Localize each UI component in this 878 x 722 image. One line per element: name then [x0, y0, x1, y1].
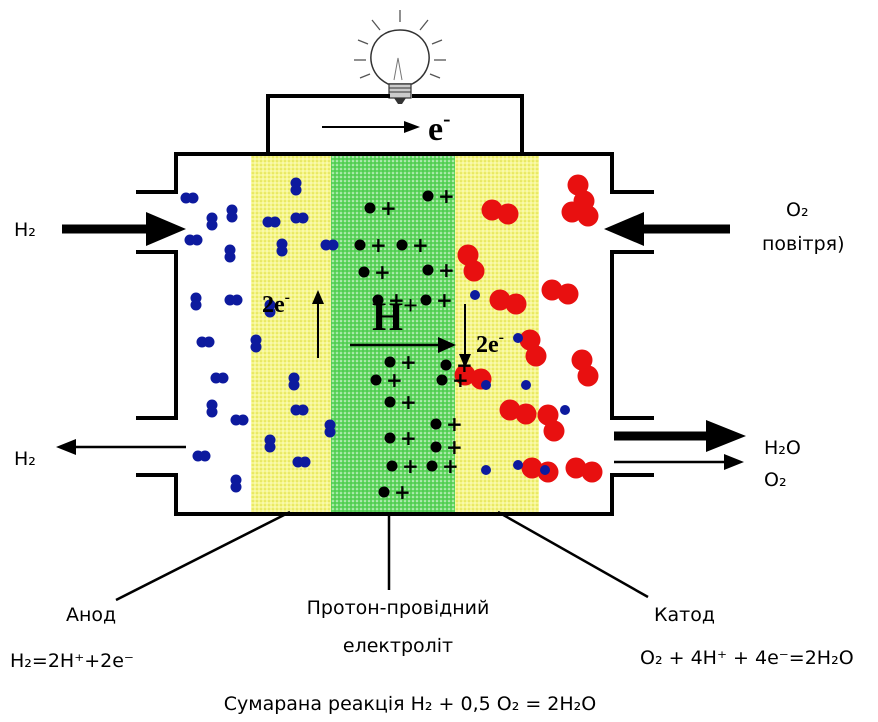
hydrogen-atom: [270, 217, 281, 228]
hydrogen-atom: [277, 246, 288, 257]
ion-dot: [371, 375, 382, 386]
plus-sign-icon: +: [442, 454, 459, 478]
hydrogen-atom: [191, 300, 202, 311]
hydrogen-atom: [298, 213, 309, 224]
hydrogen-atom: [238, 415, 249, 426]
electrolyte-label-1: Протон-провідний: [307, 597, 490, 619]
anode-label: Анод: [66, 604, 116, 626]
oxygen-atom: [558, 284, 579, 305]
hydrogen-atom: [265, 442, 276, 453]
hydrogen-atom: [298, 405, 309, 416]
plus-sign-icon: +: [380, 196, 397, 220]
cathode-reaction: O₂ + 4H⁺ + 4e⁻=2H₂O: [640, 647, 854, 669]
hydrogen-in-label: H₂: [14, 219, 36, 241]
ion-dot: [385, 433, 396, 444]
oxygen-atom: [498, 204, 519, 225]
hydrogen-atom: [192, 235, 203, 246]
oxygen-atom: [516, 404, 537, 425]
hydrogen-atom: [251, 342, 262, 353]
hydrogen-atom: [204, 337, 215, 348]
oxygen-outlet-arrow: [614, 454, 744, 470]
hydrogen-atom: [207, 220, 218, 231]
lightbulb-icon: [354, 10, 446, 104]
hydrogen-atom: [325, 427, 336, 438]
ion-dot: [427, 461, 438, 472]
oxygen-atom: [544, 421, 565, 442]
plus-sign-icon: +: [400, 390, 417, 414]
hydrogen-atom: [227, 212, 238, 223]
hydrogen-atom: [540, 465, 550, 475]
hydrogen-atom: [289, 380, 300, 391]
plus-sign-icon: +: [438, 258, 455, 282]
oxygen-atom: [582, 462, 603, 483]
oxygen-in-label-1: O₂: [786, 199, 809, 221]
ion-dot: [423, 265, 434, 276]
hydrogen-atom: [300, 457, 311, 468]
hydrogen-atom: [200, 451, 211, 462]
ion-dot: [441, 360, 452, 371]
ion-dot: [379, 487, 390, 498]
plus-sign-icon: +: [436, 288, 453, 312]
hydrogen-inlet-arrow: [62, 212, 186, 246]
oxygen-atom: [526, 346, 547, 367]
ion-dot: [397, 240, 408, 251]
ion-dot: [385, 397, 396, 408]
hydrogen-atom: [225, 252, 236, 263]
oxygen-atom: [578, 206, 599, 227]
hydrogen-atom: [513, 333, 523, 343]
hydrogen-atom: [470, 290, 480, 300]
ion-dot: [423, 191, 434, 202]
plus-sign-icon: +: [412, 233, 429, 257]
plus-sign-icon: +: [374, 260, 391, 284]
electron-label: e-: [428, 106, 450, 148]
plus-sign-icon: +: [402, 454, 419, 478]
hydrogen-atom: [513, 460, 523, 470]
ion-dot: [437, 375, 448, 386]
plus-sign-icon: +: [394, 480, 411, 504]
plus-sign-icon: +: [438, 184, 455, 208]
hydrogen-atom: [207, 407, 218, 418]
oxygen-atom: [464, 261, 485, 282]
plus-sign-icon: +: [400, 426, 417, 450]
electron-flow-arrow: [322, 121, 420, 133]
ion-dot: [365, 203, 376, 214]
oxygen-atom: [506, 294, 527, 315]
anode-reaction: H₂=2H⁺+2e⁻: [10, 650, 134, 672]
ion-dot: [359, 267, 370, 278]
hydrogen-atom: [481, 380, 491, 390]
hydrogen-out-label: H₂: [14, 448, 36, 470]
electrolyte-label-2: електроліт: [343, 635, 453, 657]
hydrogen-atom: [231, 482, 242, 493]
oxygen-inlet-arrow: [604, 212, 730, 246]
hydrogen-atom: [188, 193, 199, 204]
ion-dot: [385, 357, 396, 368]
plus-sign-icon: +: [386, 368, 403, 392]
ion-dot: [355, 240, 366, 251]
hydrogen-outlet-arrow: [56, 439, 186, 455]
hydrogen-atom: [218, 373, 229, 384]
external-circuit-wire: [268, 96, 522, 152]
hydrogen-atom: [328, 240, 339, 251]
ion-dot: [421, 295, 432, 306]
hydrogen-atom: [560, 405, 570, 415]
hydrogen-atom: [481, 465, 491, 475]
ion-dot: [431, 442, 442, 453]
plus-sign-icon: +: [446, 412, 463, 436]
oxygen-out-label: O₂: [764, 469, 787, 491]
ion-dot: [431, 419, 442, 430]
water-out-label: H₂O: [764, 437, 801, 459]
hydrogen-atom: [291, 185, 302, 196]
ion-dot: [387, 461, 398, 472]
overall-reaction: Сумарана реакція H₂ + 0,5 O₂ = 2H₂O: [224, 693, 597, 715]
hydrogen-atom: [521, 380, 531, 390]
leader-lines: [116, 512, 648, 600]
plus-sign-icon: +: [452, 368, 469, 392]
hydrogen-atom: [232, 295, 243, 306]
cathode-label: Катод: [654, 604, 715, 626]
water-outlet-arrow: [614, 420, 746, 452]
oxygen-in-label-2: повітря): [762, 233, 845, 255]
oxygen-atom: [578, 366, 599, 387]
plus-sign-icon: +: [370, 233, 387, 257]
